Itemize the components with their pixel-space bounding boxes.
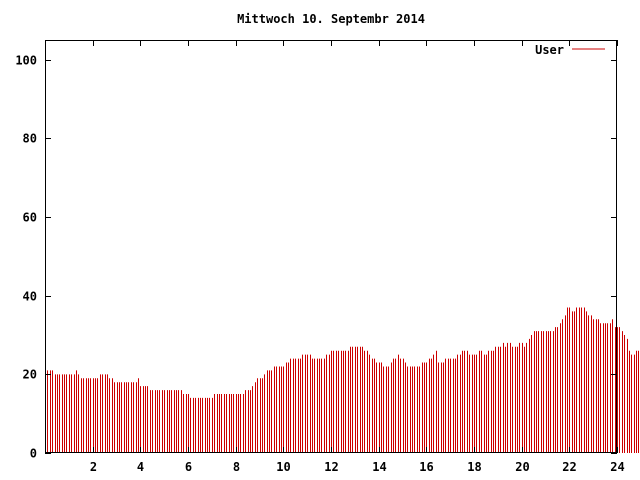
y-tick-label: 60 [23, 211, 37, 225]
x-tick-label: 8 [233, 460, 240, 474]
y-tick-label: 40 [23, 290, 37, 304]
x-tick-label: 10 [276, 460, 290, 474]
y-tick-label: 0 [30, 447, 37, 461]
x-tick-label: 12 [324, 460, 338, 474]
x-tick-label: 22 [562, 460, 576, 474]
legend-label-user: User [535, 43, 564, 57]
chart-title: Mittwoch 10. Septembr 2014 [237, 12, 425, 26]
x-tick-label: 24 [610, 460, 624, 474]
y-tick-label: 20 [23, 368, 37, 382]
legend: User [535, 43, 605, 57]
x-tick-label: 4 [137, 460, 144, 474]
x-tick-label: 6 [185, 460, 192, 474]
x-tick-label: 16 [419, 460, 433, 474]
x-tick-label: 18 [467, 460, 481, 474]
y-tick-label: 100 [15, 54, 37, 68]
y-tick-label: 80 [23, 132, 37, 146]
x-tick-label: 2 [90, 460, 97, 474]
x-tick-label: 14 [372, 460, 386, 474]
x-tick-label: 20 [515, 460, 529, 474]
bar-series [45, 307, 639, 453]
